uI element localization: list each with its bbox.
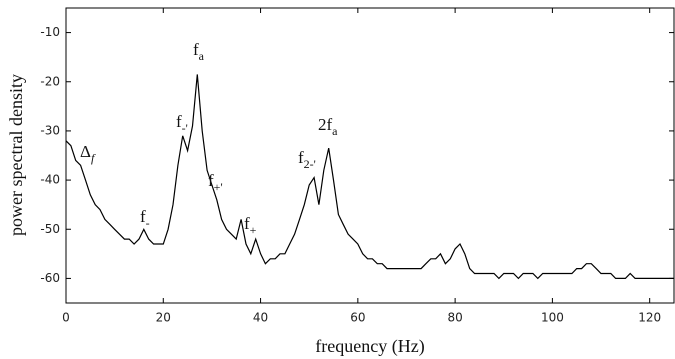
annotation-text: f — [140, 207, 146, 226]
annotation-subscript: - — [146, 216, 150, 230]
annotation: fa — [193, 40, 205, 63]
x-tick-label: 20 — [156, 311, 171, 325]
annotation: 2fa — [318, 115, 338, 138]
y-tick-label: -60 — [40, 271, 60, 285]
annotation: f+' — [208, 171, 223, 194]
annotation-subscript: + — [250, 223, 257, 237]
annotation-subscript: +' — [214, 180, 223, 194]
annotation-subscript: 2-' — [304, 157, 316, 171]
y-tick-label: -50 — [40, 222, 60, 236]
annotation: Δf — [80, 142, 96, 165]
annotation: f+ — [244, 214, 257, 237]
y-tick-label: -30 — [40, 123, 60, 137]
annotation-subscript: a — [199, 49, 205, 63]
annotation-text: f — [208, 171, 214, 190]
annotation-subscript: f — [91, 151, 96, 165]
y-tick-label: -20 — [40, 74, 60, 88]
x-tick-label: 60 — [350, 311, 365, 325]
x-tick-label: 40 — [253, 311, 268, 325]
annotation: f2-' — [298, 148, 316, 171]
x-tick-label: 0 — [62, 311, 70, 325]
plot-frame — [65, 7, 675, 304]
annotation-text: f — [193, 40, 199, 59]
annotation-text: 2f — [318, 115, 333, 134]
annotation-subscript: -' — [182, 121, 188, 135]
annotation-text: f — [298, 148, 304, 167]
x-axis-label: frequency (Hz) — [315, 336, 424, 357]
annotation-text: f — [244, 214, 250, 233]
y-tick-label: -40 — [40, 173, 60, 187]
annotation: f- — [140, 207, 150, 230]
annotation: f-' — [176, 112, 188, 135]
y-tick-label: -10 — [40, 25, 60, 39]
annotation-text: Δ — [80, 142, 91, 161]
x-tick-label: 120 — [638, 311, 661, 325]
y-axis-label: power spectral density — [6, 74, 26, 236]
x-tick-label: 100 — [541, 311, 564, 325]
spectrum-line — [65, 74, 674, 280]
x-tick-label: 80 — [447, 311, 462, 325]
annotation-text: f — [176, 112, 182, 131]
annotation-subscript: a — [332, 124, 338, 138]
